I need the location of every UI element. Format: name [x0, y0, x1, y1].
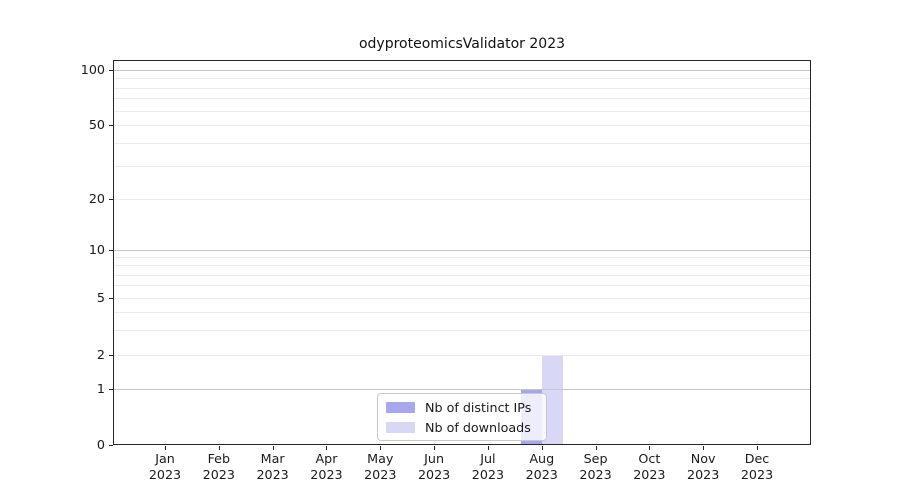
x-tick-year: 2023	[148, 466, 182, 482]
major-gridline	[114, 250, 810, 251]
x-tick-month: Apr	[315, 451, 338, 466]
x-tick-mark	[541, 446, 543, 450]
x-tick-year: 2023	[740, 466, 774, 482]
x-tick-label: Jun 2023	[402, 451, 466, 482]
x-tick-label: May 2023	[348, 451, 412, 482]
minor-gridline	[114, 355, 810, 356]
x-tick-month: Mar	[260, 451, 285, 466]
minor-gridline	[114, 329, 810, 331]
y-tick-mark	[109, 199, 113, 200]
x-tick-label: Oct 2023	[617, 451, 681, 482]
x-tick-mark	[272, 446, 274, 450]
y-tick-label: 5	[96, 290, 105, 305]
x-tick-label: Nov 2023	[671, 451, 735, 482]
x-tick-year: 2023	[525, 466, 558, 482]
minor-gridline	[114, 298, 810, 299]
x-tick-month: Jan	[155, 451, 175, 466]
chart-title: odyproteomicsValidator 2023	[358, 36, 566, 52]
x-tick-month: Jul	[480, 451, 496, 466]
x-tick-year: 2023	[364, 466, 397, 482]
x-tick-label: Apr 2023	[294, 451, 358, 482]
x-tick-year: 2023	[256, 466, 289, 482]
y-tick-mark	[109, 445, 113, 446]
x-tick-label: Mar 2023	[241, 451, 305, 482]
minor-gridline	[114, 78, 810, 80]
minor-gridline	[114, 110, 810, 112]
x-tick-label: Jul 2023	[456, 451, 520, 482]
legend-row: Nb of downloads	[386, 417, 538, 437]
y-tick-label: 50	[88, 117, 105, 132]
x-tick-label: Aug 2023	[510, 451, 574, 482]
x-tick-year: 2023	[579, 466, 612, 482]
y-tick-mark	[109, 355, 113, 356]
x-tick-mark	[487, 446, 489, 450]
minor-gridline	[114, 98, 810, 100]
x-tick-mark	[649, 446, 651, 450]
x-tick-year: 2023	[202, 466, 235, 482]
x-tick-month: Nov	[690, 451, 716, 466]
y-tick-mark	[109, 70, 113, 71]
x-tick-year: 2023	[687, 466, 720, 482]
y-tick-mark	[109, 389, 113, 390]
x-tick-year: 2023	[633, 466, 666, 482]
y-tick-mark	[109, 298, 113, 299]
x-tick-label: Feb 2023	[187, 451, 251, 482]
major-gridline	[114, 70, 810, 71]
x-tick-mark	[326, 446, 328, 450]
y-tick-label: 100	[80, 62, 105, 77]
x-tick-year: 2023	[417, 466, 451, 482]
minor-gridline	[114, 285, 810, 287]
x-tick-mark	[434, 446, 436, 450]
legend-label: Nb of downloads	[425, 419, 531, 435]
y-tick-mark	[109, 250, 113, 251]
x-tick-month: Aug	[529, 451, 555, 466]
minor-gridline	[114, 311, 810, 313]
legend-swatch-icon	[386, 401, 415, 413]
x-tick-label: Dec 2023	[725, 451, 789, 482]
minor-gridline	[114, 166, 810, 168]
minor-gridline	[114, 274, 810, 276]
y-tick-label: 10	[88, 242, 105, 257]
minor-gridline	[114, 265, 810, 267]
x-tick-month: Jun	[424, 451, 444, 466]
minor-gridline	[114, 143, 810, 145]
legend: Nb of distinct IPs Nb of downloads	[377, 393, 547, 441]
x-tick-month: May	[367, 451, 394, 466]
x-tick-label: Jan 2023	[133, 451, 197, 482]
legend-swatch-icon	[386, 421, 415, 433]
x-tick-year: 2023	[471, 466, 505, 482]
x-tick-year: 2023	[310, 466, 343, 482]
x-tick-month: Dec	[744, 451, 770, 466]
x-tick-mark	[595, 446, 597, 450]
x-tick-mark	[218, 446, 220, 450]
x-tick-mark	[703, 446, 705, 450]
legend-row: Nb of distinct IPs	[386, 397, 538, 417]
y-tick-label: 1	[96, 381, 105, 396]
major-gridline	[114, 389, 810, 390]
minor-gridline	[114, 257, 810, 259]
minor-gridline	[114, 125, 810, 126]
plot-area	[113, 60, 811, 445]
y-tick-label: 2	[96, 347, 105, 362]
x-tick-month: Sep	[583, 451, 608, 466]
x-tick-label: Sep 2023	[564, 451, 628, 482]
y-tick-label: 0	[96, 437, 105, 452]
y-tick-mark	[109, 125, 113, 126]
minor-gridline	[114, 87, 810, 89]
y-tick-label: 20	[88, 191, 105, 206]
x-tick-month: Oct	[638, 451, 661, 466]
legend-label: Nb of distinct IPs	[425, 399, 532, 415]
x-tick-mark	[165, 446, 166, 450]
x-tick-month: Feb	[207, 451, 231, 466]
minor-gridline	[114, 199, 810, 200]
x-tick-mark	[380, 446, 382, 450]
x-tick-mark	[757, 446, 759, 450]
